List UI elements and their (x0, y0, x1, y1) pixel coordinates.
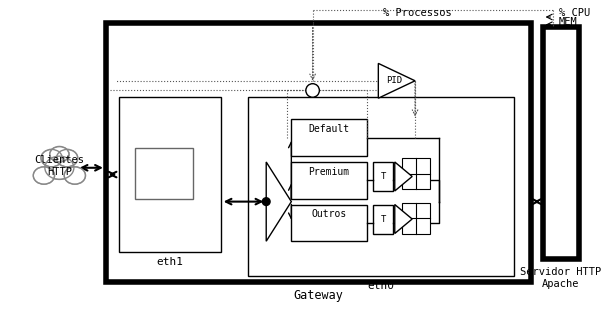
Text: eth0: eth0 (367, 281, 394, 291)
Bar (402, 203, 430, 234)
Polygon shape (378, 63, 415, 98)
Ellipse shape (56, 150, 78, 167)
Bar (135, 149, 193, 199)
Text: % Processos: % Processos (382, 8, 452, 18)
Text: Gateway: Gateway (293, 289, 344, 302)
Bar (402, 158, 430, 189)
Text: Clientes
HTTP: Clientes HTTP (35, 155, 84, 177)
Text: % CPU: % CPU (559, 8, 591, 18)
Ellipse shape (45, 156, 74, 179)
Bar (373, 162, 393, 191)
Ellipse shape (33, 167, 55, 184)
Text: T: T (381, 172, 386, 181)
Circle shape (306, 84, 319, 97)
Text: T: T (381, 214, 386, 224)
Text: Servidor HTTP
Apache: Servidor HTTP Apache (520, 267, 602, 289)
Bar (373, 204, 393, 234)
Text: Premium: Premium (308, 167, 350, 177)
Bar (106, 23, 531, 282)
Polygon shape (395, 204, 412, 234)
Bar (291, 162, 367, 199)
Bar (120, 97, 221, 252)
Text: Outros: Outros (311, 209, 347, 219)
Ellipse shape (64, 167, 86, 184)
Text: PID: PID (385, 76, 402, 85)
Text: eth1: eth1 (157, 256, 183, 266)
Ellipse shape (41, 150, 63, 167)
Bar (291, 120, 367, 156)
Bar (291, 204, 367, 241)
Text: Default: Default (308, 124, 350, 134)
Polygon shape (266, 162, 291, 241)
Bar (248, 97, 514, 276)
Polygon shape (395, 162, 412, 191)
Circle shape (262, 198, 270, 205)
Ellipse shape (50, 147, 69, 162)
Bar (543, 27, 579, 259)
Text: MEM: MEM (559, 17, 578, 27)
